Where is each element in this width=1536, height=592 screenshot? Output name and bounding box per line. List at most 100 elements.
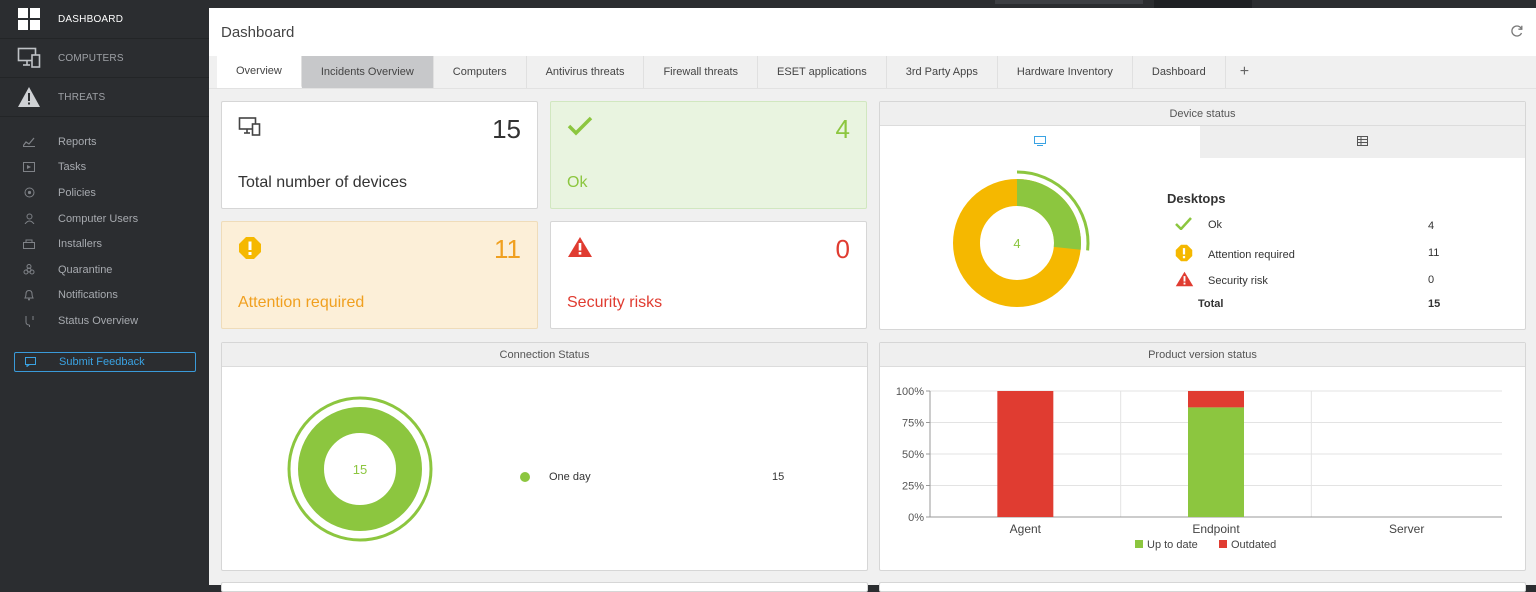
sidebar-item-label: Reports <box>58 135 97 148</box>
checkmark-icon <box>567 116 593 139</box>
sidebar-item-label: Installers <box>58 238 103 251</box>
bar-outdated <box>1188 391 1244 408</box>
legend-label: Outdated <box>1231 539 1276 551</box>
attention-card[interactable]: 11 Attention required <box>221 221 538 329</box>
sidebar-item-installers[interactable]: Installers <box>0 231 209 257</box>
sidebar-computers-label: COMPUTERS <box>58 52 124 64</box>
devices-icon <box>238 116 262 141</box>
tasks-icon <box>0 162 58 173</box>
attention-value: 11 <box>494 234 521 264</box>
y-tick-label: 75% <box>902 418 924 430</box>
legend-dot-icon <box>520 472 530 482</box>
checkmark-icon <box>1175 217 1197 233</box>
sidebar-item-status-overview[interactable]: Status Overview <box>0 308 209 334</box>
security-risks-card[interactable]: 0 Security risks <box>550 221 867 329</box>
legend-total-label: Total <box>1198 298 1224 310</box>
sidebar-item-notifications[interactable]: Notifications <box>0 283 209 309</box>
reports-icon <box>0 137 58 147</box>
tab-antivirus-threats[interactable]: Antivirus threats <box>527 56 645 88</box>
legend-swatch <box>1219 540 1227 548</box>
connection-center-value: 15 <box>353 462 367 477</box>
legend-row-attention: Attention required <box>1175 244 1295 265</box>
tab-eset-applications[interactable]: ESET applications <box>758 56 887 88</box>
sidebar-item-quarantine[interactable]: Quarantine <box>0 257 209 283</box>
sidebar-threats[interactable]: THREATS <box>0 78 209 117</box>
next-panel-edge <box>879 582 1526 592</box>
legend-row-ok: Ok <box>1175 217 1222 233</box>
total-devices-value: 15 <box>492 114 521 144</box>
tab-3rd-party-apps[interactable]: 3rd Party Apps <box>887 56 998 88</box>
total-devices-label: Total number of devices <box>238 174 407 191</box>
sidebar-item-reports[interactable]: Reports <box>0 129 209 155</box>
legend-value: 11 <box>1428 247 1440 259</box>
x-tick-label: Agent <box>1010 522 1042 536</box>
tab-computers[interactable]: Computers <box>434 56 527 88</box>
donut-one-day-segment <box>298 407 422 531</box>
attention-exclamation-icon <box>238 236 262 263</box>
product-version-title: Product version status <box>880 343 1525 367</box>
tab-firewall-threats[interactable]: Firewall threats <box>644 56 759 88</box>
policies-icon <box>0 187 58 198</box>
total-devices-card[interactable]: 15 Total number of devices <box>221 101 538 209</box>
x-tick-label: Server <box>1389 522 1424 536</box>
dashboard-tabs: Overview Incidents Overview Computers An… <box>209 56 1536 89</box>
device-status-table-tab[interactable] <box>1200 126 1525 158</box>
dashboard-grid-icon <box>0 7 58 31</box>
refresh-icon[interactable] <box>1510 24 1524 41</box>
legend-total-value: 15 <box>1428 298 1441 310</box>
computers-icon <box>0 47 58 69</box>
sidebar-dashboard-label: DASHBOARD <box>58 13 124 25</box>
legend-label: Attention required <box>1208 248 1295 261</box>
sidebar-item-policies[interactable]: Policies <box>0 180 209 206</box>
sidebar-list: Reports Tasks Policies Computer Users In… <box>0 117 209 334</box>
submit-feedback-button[interactable]: Submit Feedback <box>14 352 196 372</box>
attention-label: Attention required <box>238 294 365 311</box>
table-icon <box>1357 135 1368 149</box>
sidebar-item-computer-users[interactable]: Computer Users <box>0 206 209 232</box>
add-tab-button[interactable]: + <box>1239 63 1250 80</box>
legend-label: Security risk <box>1208 274 1268 287</box>
sidebar-item-tasks[interactable]: Tasks <box>0 155 209 181</box>
ok-card[interactable]: 4 Ok <box>550 101 867 209</box>
legend-row-security-risk: Security risk <box>1175 271 1268 290</box>
sidebar: DASHBOARD COMPUTERS THREATS Reports Task… <box>0 0 209 585</box>
bar-up-to-date <box>1188 407 1244 517</box>
sidebar-item-label: Status Overview <box>58 314 139 327</box>
ok-value: 4 <box>835 114 850 144</box>
x-tick-label: Endpoint <box>1192 522 1240 536</box>
tab-overview[interactable]: Overview <box>217 56 302 88</box>
connection-status-donut[interactable]: 15 <box>282 391 442 551</box>
product-version-chart[interactable]: 100% 75% 50% 25% 0% Agent Endpoint Server Up to … <box>880 367 1525 572</box>
threats-warning-icon <box>0 86 58 108</box>
security-risk-warning-icon <box>1175 271 1197 290</box>
monitor-icon <box>1034 135 1046 149</box>
tab-hardware-inventory[interactable]: Hardware Inventory <box>998 56 1133 88</box>
device-status-group-label: Desktops <box>1167 191 1226 206</box>
computer-users-icon <box>0 213 58 225</box>
sidebar-threats-label: THREATS <box>58 91 106 103</box>
device-status-donut[interactable]: 4 <box>940 165 1100 325</box>
security-risk-warning-icon <box>567 236 593 261</box>
main-area: Dashboard Overview Incidents Overview Co… <box>209 8 1536 592</box>
submit-feedback-label: Submit Feedback <box>59 356 145 368</box>
feedback-chat-icon <box>15 357 45 367</box>
connection-status-panel: Connection Status 15 One day 15 <box>221 342 868 571</box>
sidebar-computers[interactable]: COMPUTERS <box>0 39 209 78</box>
tab-incidents-overview[interactable]: Incidents Overview <box>301 56 434 88</box>
legend-value: 0 <box>1428 274 1435 286</box>
device-status-center-value: 4 <box>1013 236 1020 251</box>
device-status-chart-tab[interactable] <box>880 126 1200 158</box>
page-title: Dashboard <box>221 23 295 41</box>
security-risks-label: Security risks <box>567 294 663 311</box>
donut-one-day-highlight-ring <box>287 396 433 542</box>
device-status-panel: Device status 4 Desktops Ok 4 Attention … <box>879 101 1526 330</box>
top-strip-tab <box>995 0 1143 4</box>
y-tick-label: 100% <box>896 386 924 398</box>
y-tick-label: 25% <box>902 481 924 493</box>
sidebar-item-label: Notifications <box>58 289 118 302</box>
top-strip <box>0 0 1536 12</box>
sidebar-dashboard[interactable]: DASHBOARD <box>0 0 209 39</box>
connection-legend-label: One day <box>549 471 591 483</box>
tab-dashboard[interactable]: Dashboard <box>1133 56 1226 88</box>
donut-ok-segment <box>1016 179 1081 250</box>
